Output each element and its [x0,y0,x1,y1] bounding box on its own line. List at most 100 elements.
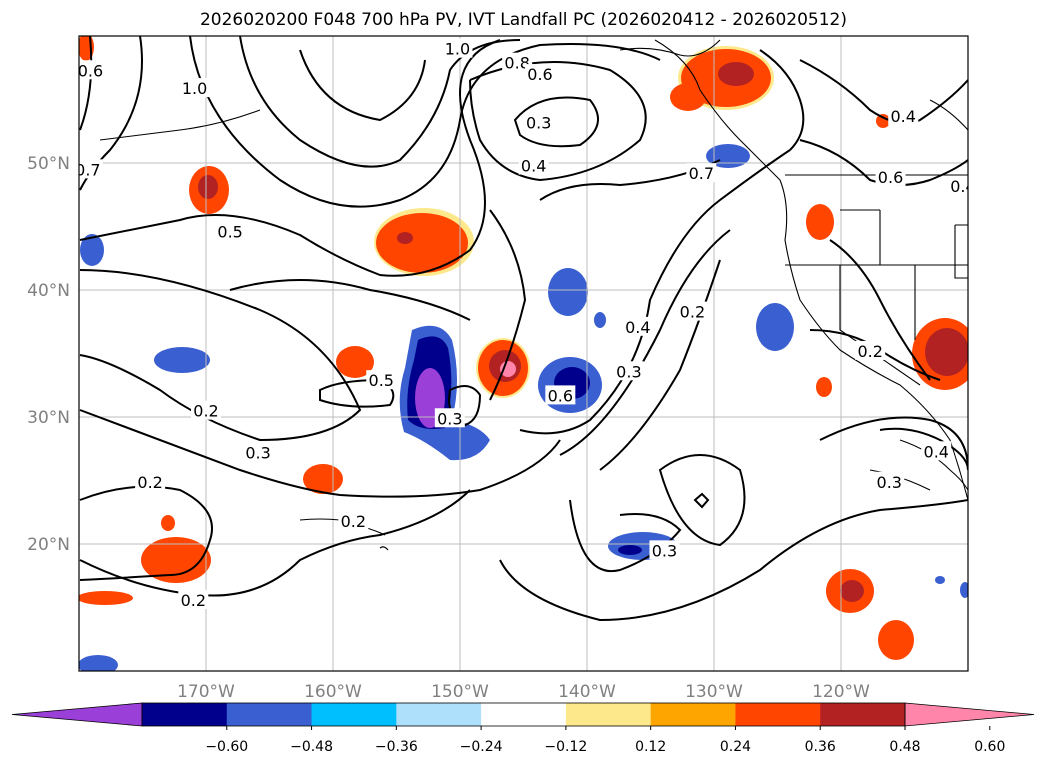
contour-label: 0.2 [680,303,705,322]
north-america-coast [654,39,968,501]
contour-label-bg [613,361,644,381]
lat-tick-label: 20°N [27,535,70,555]
contour-label-bg [875,166,906,186]
contour-label: 0.2 [181,591,206,610]
contour-label: 0.3 [437,409,462,428]
colorbar-tick-label: −0.48 [290,739,333,755]
contour-label-bg [366,370,397,390]
lat-tick-label: 50°N [27,154,70,174]
colorbar-tick-label: −0.36 [375,739,418,755]
pv-positive-bc-coast [670,46,774,111]
coastlines [99,39,968,551]
colorbar-tick-label: 0.60 [974,739,1005,755]
colorbar-swatch [311,703,397,726]
contour-label: 0.6 [527,65,552,84]
contour-label: 0.4 [924,442,949,461]
contour-label: 0.2 [193,402,218,421]
contour-label: 0.6 [78,61,103,80]
colorbar-swatch [820,703,906,726]
contour-label-bg [525,64,556,84]
contour-label: 0.4 [950,177,975,196]
contour-label-bg [178,589,209,609]
lon-tick-label: 130°W [685,682,743,702]
lon-tick-label: 120°W [812,682,870,702]
colorbar-swatch [226,703,313,726]
contour-label: 0.4 [625,318,650,337]
colorbar-swatch [565,703,652,726]
contour-label-bg [502,52,533,72]
contour-label: 0.5 [217,223,242,242]
contour-label-bg [874,471,905,491]
contour-label: 0.3 [245,444,270,463]
contour-label-bg [545,385,576,405]
lon-tick-label: 150°W [431,682,489,702]
colorbar-swatch [650,703,736,726]
longitude-axis-labels: 170°W 160°W 150°W 140°W 130°W 120°W [177,682,870,702]
colorbar-tick-label: 0.48 [889,739,920,755]
contour-label: 0.3 [877,473,902,492]
contour-label-bg [523,112,554,132]
contour-label-bg [888,106,919,126]
pv-contours [79,36,968,622]
contour-label-bg [921,441,952,461]
latitude-axis-labels: 50°N 40°N 30°N 20°N [27,154,70,555]
lon-tick-label: 160°W [304,682,362,702]
contour-label-bg [243,442,274,462]
contour-label: 0.3 [526,113,551,132]
contour-label-bg [338,511,369,531]
colorbar-tick-label: −0.24 [460,739,503,755]
contour-label-bg [191,400,221,420]
colorbar-tick-label: 0.24 [720,739,751,755]
contour-label: 0.2 [857,342,882,361]
contour-label-bg [442,38,473,58]
lon-tick-label: 140°W [558,682,616,702]
colorbar-max-extension [904,702,1035,727]
colorbar-swatch [735,703,821,726]
contour-label-bg [79,60,106,80]
contour-label: 0.2 [341,512,366,531]
contour-label: 0.7 [689,164,714,183]
contour-label: 0.4 [521,157,546,176]
colorbar-swatch [396,703,482,726]
contour-label-bg [79,159,103,179]
contour-label: 0.4 [891,107,916,126]
contour-label: 1.0 [182,79,207,98]
colorbar-tick-label: 0.36 [805,739,836,755]
contour-label: 0.7 [75,160,100,179]
contour-label: 0.2 [137,473,162,492]
colorbar-min-extension [11,702,143,727]
contour-labels: 1.00.80.60.30.4 0.70.50.20.40.30.60.50.30… [75,38,975,610]
contour-label-bg [215,221,246,241]
contour-label-bg [947,175,968,195]
contour-label: 0.3 [652,541,677,560]
pv-anomaly-fills [79,36,968,671]
map-title: 2026020200 F048 700 hPa PV, IVT Landfall… [199,10,847,30]
contour-label: 0.6 [548,386,573,405]
colorbar-tick-label: −0.12 [544,739,587,755]
contour-label-bg [622,316,653,336]
lat-tick-label: 40°N [27,281,70,301]
map-frame [78,35,969,672]
contour-label-bg [649,540,680,560]
contour-label: 1.0 [445,40,470,59]
colorbar-swatch [481,703,567,726]
colorbar-tick-label: −0.60 [205,739,248,755]
contour-label-bg [179,78,210,98]
colorbar-outline [141,702,906,727]
contour-label-bg [434,408,465,428]
map-graticule [79,36,968,671]
contour-label: 0.5 [369,371,394,390]
contour-label-bg [855,340,886,360]
colorbar-swatch [142,703,228,726]
contour-label-bg [518,155,549,175]
pv-negative-subtropical-trough [399,325,490,461]
colorbar-tick-label: 0.12 [635,739,666,755]
pv-positive-gulf-alaska [374,208,474,276]
contour-label: 0.6 [878,168,903,187]
lon-tick-label: 170°W [177,682,235,702]
contour-label-bg [686,163,717,183]
contour-label-bg [677,301,708,321]
colorbar: −0.60 −0.48 −0.36 −0.24 −0.12 0.12 0.24 0.36 0.4… [11,702,1035,755]
contour-label-bg [135,471,166,491]
